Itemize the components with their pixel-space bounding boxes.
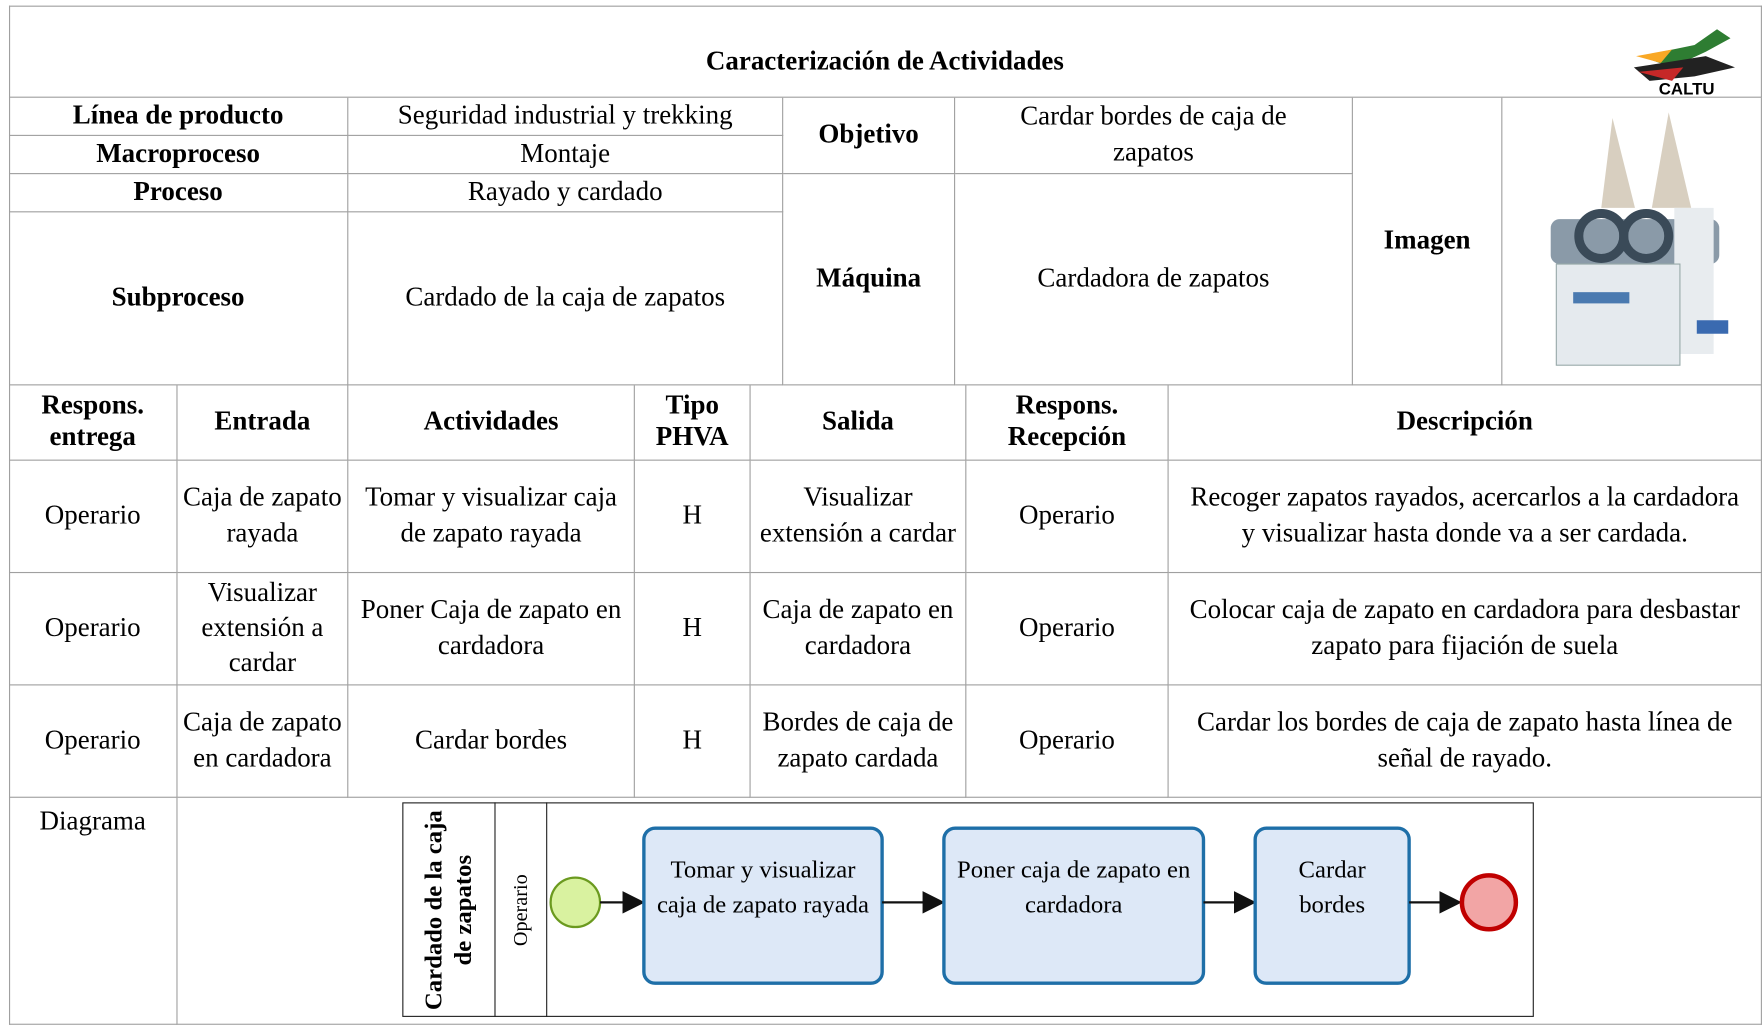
task-label: Poner caja de zapato en cardadora <box>957 855 1191 918</box>
info-value: Cardado de la caja de zapatos <box>348 212 784 386</box>
table-cell: H <box>634 460 751 574</box>
table-cell: Operario <box>8 573 178 686</box>
table-cell: Caja de zapato rayada <box>177 460 349 574</box>
task-box <box>942 826 1206 985</box>
info-label: Macroproceso <box>8 135 349 175</box>
table-header: Actividades <box>348 385 635 461</box>
image-cell <box>1502 97 1762 386</box>
table-cell: Cardar los bordes de caja de zapato hast… <box>1168 685 1762 798</box>
info-label: Proceso <box>8 174 349 213</box>
task-box <box>642 826 884 985</box>
table-cell: Operario <box>8 460 178 574</box>
info-value: Seguridad industrial y trekking <box>348 97 784 136</box>
task-box <box>1253 826 1411 985</box>
table-header: Salida <box>750 385 967 461</box>
machine-image <box>1550 112 1729 366</box>
table-header: Entrada <box>177 385 349 461</box>
table-cell: Operario <box>966 685 1169 798</box>
pool-divider <box>494 802 548 1017</box>
table-cell: Operario <box>966 460 1169 574</box>
pool-label: Cardado de la caja de zapatos <box>418 810 477 1011</box>
info-value: Rayado y cardado <box>348 174 784 213</box>
logo-text: CALTU <box>1659 79 1715 98</box>
table-header: Descripción <box>1168 385 1762 461</box>
end-event <box>1459 873 1519 932</box>
table-header: Respons. Recepción <box>966 385 1169 461</box>
diagram-box <box>402 802 1534 1017</box>
table-cell: Colocar caja de zapato en cardadora para… <box>1168 573 1762 686</box>
table-cell: Operario <box>8 685 178 798</box>
info-value: Montaje <box>348 135 784 175</box>
info-label: Línea de producto <box>8 97 349 136</box>
diagram-cell <box>177 797 1762 1025</box>
task-label: Cardar bordes <box>1298 855 1366 918</box>
objetivo-label: Objetivo <box>783 97 956 175</box>
title: Caracterización de Actividades <box>8 5 1762 98</box>
table-cell: Visualizar extensión a cardar <box>177 573 349 686</box>
table-cell: Visualizar extensión a cardar <box>750 460 967 574</box>
start-event <box>549 876 602 929</box>
logo: CALTU <box>1633 29 1735 98</box>
table-cell: H <box>634 685 751 798</box>
imagen-label: Imagen <box>1352 97 1503 386</box>
maquina-label: Máquina <box>783 174 956 386</box>
info-label: Subproceso <box>8 212 349 386</box>
table-cell: Operario <box>966 573 1169 686</box>
task-label: Tomar y visualizar caja de zapato rayada <box>656 855 870 918</box>
objetivo-value: Cardar bordes de caja de zapatos <box>955 97 1353 175</box>
diagram-label: Diagrama <box>8 797 178 1025</box>
table-header: Respons. entrega <box>8 385 178 461</box>
outer-border <box>8 5 1762 1025</box>
table-cell: H <box>634 573 751 686</box>
table-cell: Tomar y visualizar caja de zapato rayada <box>348 460 635 574</box>
lane-label: Operario <box>508 874 531 947</box>
table-cell: Recoger zapatos rayados, acercarlos a la… <box>1168 460 1762 574</box>
table-cell: Caja de zapato en cardadora <box>750 573 967 686</box>
maquina-value: Cardadora de zapatos <box>955 174 1353 386</box>
table-cell: Cardar bordes <box>348 685 635 798</box>
table-cell: Caja de zapato en cardadora <box>177 685 349 798</box>
table-cell: Bordes de caja de zapato cardada <box>750 685 967 798</box>
table-header: Tipo PHVA <box>634 385 751 461</box>
table-cell: Poner Caja de zapato en cardadora <box>348 573 635 686</box>
